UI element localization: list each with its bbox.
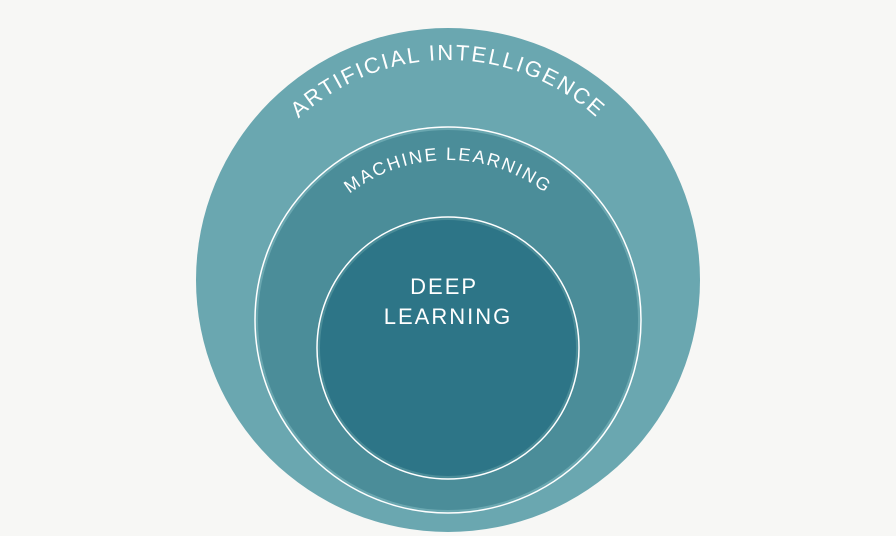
inner-label-line2: LEARNING — [384, 304, 512, 329]
inner-label-line1: DEEP — [410, 274, 478, 299]
diagram-stage: ARTIFICIAL INTELLIGENCE MACHINE LEARNING… — [0, 0, 896, 536]
nested-circles-svg: ARTIFICIAL INTELLIGENCE MACHINE LEARNING… — [0, 0, 896, 536]
inner-circle-dl — [320, 220, 576, 476]
